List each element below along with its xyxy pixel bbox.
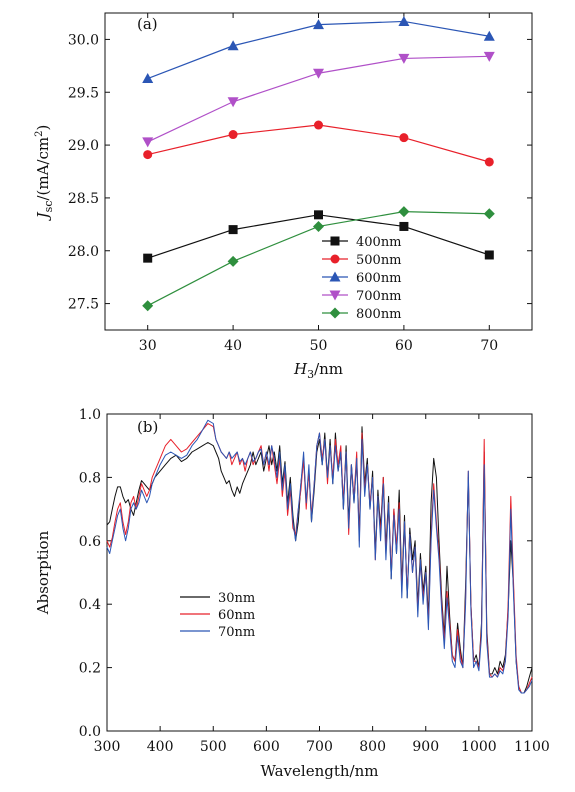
panel-b-y-tick-label: 0.0 — [79, 724, 101, 740]
panel-a-y-tick-label: 28.5 — [68, 191, 99, 207]
panel-b-y-tick-label: 0.4 — [79, 597, 101, 613]
panel-a-legend-label: 700nm — [356, 289, 402, 304]
panel-a-series — [142, 15, 495, 312]
panel-b-series — [106, 419, 533, 694]
panel-a-data-point-600nm — [398, 15, 410, 26]
panel-a-data-point-700nm — [398, 53, 410, 64]
panel-b-y-tick-label: 1.0 — [79, 407, 101, 423]
panel-a-data-point-400nm — [228, 225, 238, 235]
panel-a-data-point-700nm — [483, 51, 495, 62]
panel-a-plot-frame — [104, 12, 533, 331]
panel-b-legend-label: 70nm — [218, 625, 255, 640]
panel-a-data-point-400nm — [399, 221, 409, 231]
panel-a-legend-marker — [329, 307, 341, 319]
panel-b-x-tick-label: 300 — [94, 739, 121, 755]
panel-b-chart: 300 400 500 600 700 800 900 1000 1100 0.0 0.2 0.4 0.… — [34, 407, 550, 780]
panel-a-data-point-700nm — [142, 137, 154, 148]
panel-a-legend-marker — [330, 254, 340, 264]
panel-a-x-axis-title-unit: /nm — [314, 360, 343, 378]
panel-a-y-axis-title: Jsc/(mA/cm2) — [34, 125, 55, 222]
panel-a-series-line-500nm — [147, 124, 490, 163]
panel-b-x-tick-label: 1100 — [514, 739, 550, 755]
panel-a-data-point-800nm — [142, 300, 154, 312]
panel-a-data-point-500nm — [143, 150, 153, 160]
panel-a-legend-label: 600nm — [356, 271, 402, 286]
panel-a-y-tick-label: 27.5 — [68, 297, 99, 313]
panel-b-label: (b) — [137, 418, 158, 436]
panel-b-plot-frame — [106, 413, 533, 732]
panel-a-x-tick-label: 50 — [310, 338, 328, 354]
panel-a-legend-marker — [329, 271, 341, 282]
panel-a-y-tick-label: 30.0 — [68, 32, 99, 48]
panel-a-legend: 400nm 500nm 600nm 700nm 800nm — [322, 235, 402, 322]
panel-a-data-point-400nm — [143, 253, 153, 263]
panel-b-y-axis-title: Absorption — [34, 530, 52, 615]
panel-a-y-axis-title-close: ) — [34, 125, 52, 131]
panel-a-legend-marker — [329, 290, 341, 301]
panel-b-legend-label: 60nm — [218, 608, 255, 623]
panel-a-x-tick-label: 60 — [395, 338, 413, 354]
panel-a-chart: 30 40 50 60 70 27.5 28.0 28.5 29.0 29.5 30.0 (a) 4… — [34, 12, 533, 381]
panel-a-y-axis-title-sub: sc — [42, 201, 55, 213]
panel-a-legend-label: 800nm — [356, 307, 402, 322]
panel-b-ticks: 300 400 500 600 700 800 900 1000 1100 0.0 0.2 0.4 0.… — [79, 407, 550, 755]
panel-a-data-point-400nm — [484, 250, 494, 260]
panel-a-data-point-800nm — [398, 206, 410, 218]
panel-a-x-tick-label: 30 — [139, 338, 157, 354]
panel-b-x-tick-label: 500 — [200, 739, 227, 755]
panel-b-series-line-60nm — [106, 423, 533, 694]
panel-b-x-tick-label: 700 — [306, 739, 333, 755]
panel-b-series-line-30nm — [106, 426, 533, 694]
panel-b-series-line-70nm — [106, 419, 533, 694]
panel-a-label: (a) — [137, 15, 158, 33]
panel-a-y-tick-label: 29.0 — [68, 138, 99, 154]
panel-a-y-axis-title-main: J — [34, 211, 52, 221]
panel-a-x-tick-label: 70 — [480, 338, 498, 354]
panel-b-legend: 30nm 60nm 70nm — [180, 591, 255, 640]
panel-a-data-point-400nm — [314, 210, 323, 220]
panel-a-y-tick-label: 29.5 — [68, 85, 99, 101]
panel-a-data-point-800nm — [227, 255, 239, 267]
panel-a-data-point-500nm — [484, 157, 494, 167]
panel-a-legend-marker — [330, 236, 340, 246]
panel-a-data-point-800nm — [483, 208, 495, 220]
panel-b-x-tick-label: 400 — [147, 739, 174, 755]
panel-a-data-point-600nm — [313, 19, 324, 30]
panel-a-data-point-600nm — [142, 73, 154, 84]
panel-a-y-tick-label: 28.0 — [68, 244, 99, 260]
panel-b-y-tick-label: 0.8 — [79, 470, 101, 486]
panel-a-legend-label: 500nm — [356, 253, 402, 268]
panel-b-x-axis-title: Wavelength/nm — [261, 762, 379, 780]
panel-a-legend-label: 400nm — [356, 235, 402, 250]
panel-b-legend-label: 30nm — [218, 591, 255, 606]
panel-b-y-tick-label: 0.2 — [79, 661, 101, 677]
panel-b-x-tick-label: 900 — [412, 739, 439, 755]
panel-a-x-tick-label: 40 — [224, 338, 242, 354]
panel-a-data-point-800nm — [313, 220, 324, 232]
panel-a-x-axis-title-sub: 3 — [307, 368, 314, 381]
panel-b-x-tick-label: 600 — [253, 739, 280, 755]
panel-a-y-axis-title-unit: /(mA/cm — [34, 137, 52, 201]
panel-b-x-tick-label: 1000 — [461, 739, 497, 755]
panel-b-y-tick-label: 0.6 — [79, 534, 101, 550]
panel-a-data-point-500nm — [399, 133, 409, 143]
panel-a-data-point-500nm — [314, 120, 323, 130]
panel-a-x-axis-title-main: H — [293, 360, 308, 378]
panel-a-data-point-600nm — [227, 40, 239, 51]
panel-a-ticks: 30 40 50 60 70 27.5 28.0 28.5 29.0 29.5 30.0 — [68, 13, 532, 354]
panel-a-data-point-500nm — [228, 130, 238, 140]
panel-a-data-point-700nm — [227, 97, 239, 108]
panel-a-x-axis-title: H3/nm — [293, 360, 343, 381]
panel-a-data-point-700nm — [313, 68, 324, 79]
panel-a-data-point-600nm — [483, 30, 495, 41]
panel-b-x-tick-label: 800 — [359, 739, 386, 755]
panel-a-y-axis-title-sup: 2 — [34, 131, 45, 137]
